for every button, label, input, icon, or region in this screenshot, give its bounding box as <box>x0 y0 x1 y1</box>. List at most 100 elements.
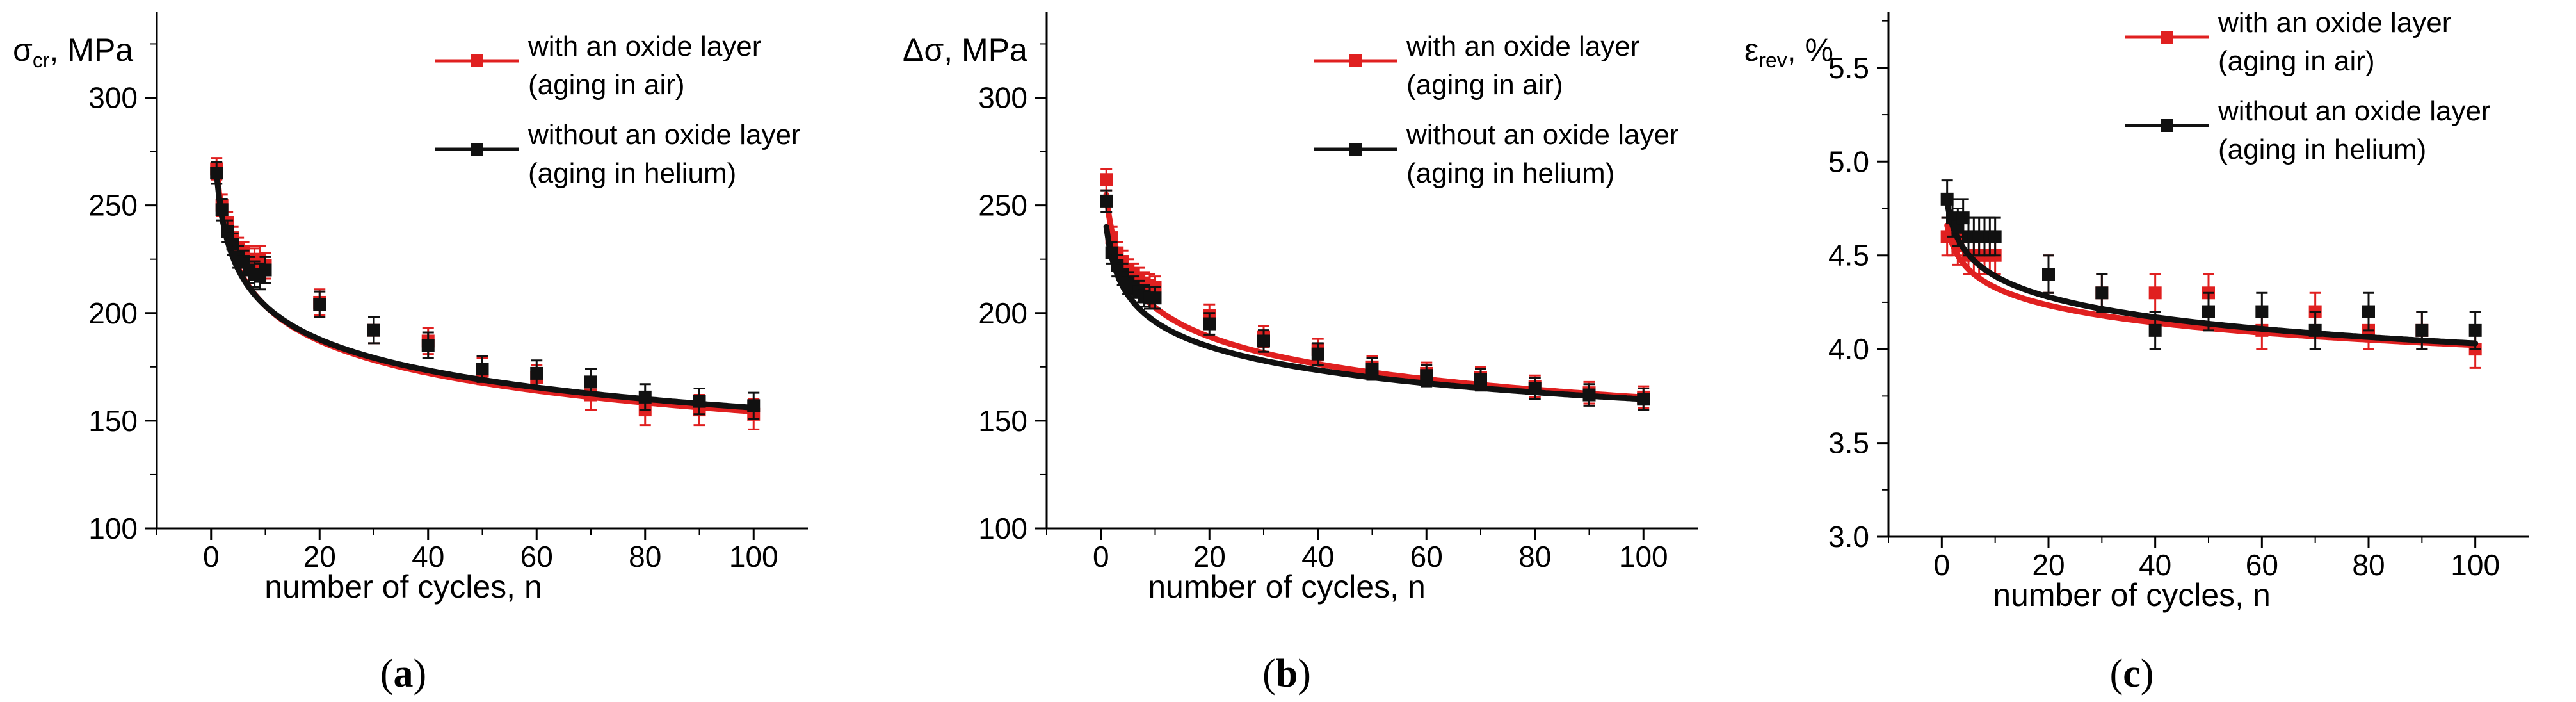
legend-label-sub: (aging in helium) <box>528 158 736 189</box>
data-point <box>530 366 543 380</box>
y-tick-label: 4.5 <box>1828 239 1869 272</box>
data-point <box>221 224 234 238</box>
y-tick-label: 3.0 <box>1828 520 1869 553</box>
legend-label-sub: (aging in helium) <box>2218 134 2426 165</box>
fit-curve <box>1944 200 2479 347</box>
x-tick-label: 100 <box>729 540 778 573</box>
series-helium <box>1940 179 2482 350</box>
x-tick-label: 60 <box>2246 548 2278 582</box>
fit-curve <box>213 170 757 411</box>
data-point <box>638 390 652 404</box>
legend-label-sub: (aging in air) <box>1406 69 1563 101</box>
legend-marker <box>1349 143 1362 156</box>
data-point <box>1637 393 1650 406</box>
y-axis-label: εrev, % <box>1744 32 1833 72</box>
data-point <box>421 339 435 352</box>
chart-panel-b: 0 20 40 60 80 100 100 150 200 250 300 number of cyc… <box>903 12 1698 696</box>
data-point <box>2042 268 2055 281</box>
data-point <box>1582 388 1596 402</box>
data-point <box>584 375 597 389</box>
chart-panel-a: 0 20 40 60 80 100 100 150 200 250 300 number of cyc… <box>13 12 808 696</box>
data-point <box>476 363 489 376</box>
legend-marker <box>471 54 483 67</box>
legend-label: without an oxide layer <box>2218 95 2491 127</box>
data-point <box>1365 363 1379 376</box>
x-tick-label: 100 <box>2451 548 2500 582</box>
legend-label-sub: (aging in helium) <box>1406 158 1614 189</box>
data-point <box>1311 347 1324 361</box>
data-point <box>1474 373 1487 386</box>
data-point <box>2148 323 2162 337</box>
y-tick-label: 3.5 <box>1828 427 1869 460</box>
data-point <box>2308 323 2322 337</box>
x-tick-label: 0 <box>1934 548 1951 582</box>
legend-marker <box>2161 31 2173 44</box>
data-point <box>313 298 326 311</box>
legend-label: without an oxide layer <box>527 119 801 151</box>
legend-marker <box>471 143 483 156</box>
y-tick-label: 300 <box>88 81 138 115</box>
data-point <box>2255 305 2269 318</box>
y-tick-label: 150 <box>88 404 138 437</box>
x-axis-label: number of cycles, n <box>1148 569 1426 605</box>
y-axis-label: σcr, MPa <box>13 32 133 72</box>
legend-label: with an oxide layer <box>2218 7 2451 38</box>
panel-label: (c) <box>2110 652 2154 696</box>
x-tick-label: 80 <box>629 540 661 573</box>
data-point <box>1148 291 1162 305</box>
legend-marker <box>2161 119 2173 132</box>
x-tick-label: 60 <box>520 540 553 573</box>
data-point <box>1105 246 1118 259</box>
x-tick-label: 40 <box>412 540 444 573</box>
chart-panel-c: 0 20 40 60 80 100 3.0 3.5 4.0 4.5 5.0 5.5 number of … <box>1744 7 2529 696</box>
data-point <box>210 167 223 180</box>
series-air <box>210 157 761 430</box>
x-tick-label: 80 <box>1518 540 1551 573</box>
legend-entry-helium: without an oxide layer (aging in helium) <box>435 119 801 189</box>
x-tick-label: 20 <box>303 540 336 573</box>
data-point <box>747 399 761 412</box>
y-tick-label: 100 <box>978 512 1027 545</box>
y-tick-label: 200 <box>978 297 1027 330</box>
y-tick-label: 250 <box>978 189 1027 222</box>
x-tick-label: 40 <box>1301 540 1334 573</box>
y-tick-label: 5.0 <box>1828 145 1869 178</box>
legend-marker <box>1349 54 1362 67</box>
y-tick-label: 300 <box>978 81 1027 115</box>
x-tick-label: 20 <box>1193 540 1226 573</box>
y-tick-label: 100 <box>88 512 138 545</box>
data-point <box>2415 323 2429 337</box>
legend-label-sub: (aging in air) <box>2218 45 2375 77</box>
panel-label: (a) <box>380 652 426 696</box>
data-point <box>1100 194 1113 208</box>
x-tick-label: 0 <box>203 540 220 573</box>
panel-label: (b) <box>1262 652 1311 696</box>
legend-label: with an oxide layer <box>527 31 761 62</box>
y-tick-label: 4.0 <box>1828 332 1869 366</box>
y-tick-label: 150 <box>978 404 1027 437</box>
x-tick-label: 40 <box>2139 548 2171 582</box>
data-point <box>693 395 706 408</box>
data-point <box>367 323 380 337</box>
data-point <box>215 203 229 216</box>
y-tick-label: 5.5 <box>1828 51 1869 85</box>
x-axis-label: number of cycles, n <box>1993 577 2271 613</box>
legend-entry-air: with an oxide layer (aging in air) <box>1314 31 1639 101</box>
data-point <box>1100 173 1113 186</box>
data-point <box>1528 382 1542 395</box>
series-helium <box>1100 189 1650 411</box>
x-tick-label: 100 <box>1619 540 1668 573</box>
x-tick-label: 0 <box>1093 540 1109 573</box>
data-point <box>2362 305 2375 318</box>
y-tick-label: 200 <box>88 297 138 330</box>
data-point <box>2095 286 2109 300</box>
x-tick-label: 80 <box>2352 548 2385 582</box>
data-point <box>226 238 239 251</box>
legend-entry-helium: without an oxide layer (aging in helium) <box>2125 95 2491 165</box>
legend-entry-helium: without an oxide layer (aging in helium) <box>1314 119 1679 189</box>
data-point <box>2148 286 2162 300</box>
data-point <box>2468 323 2482 337</box>
legend-label: with an oxide layer <box>1406 31 1639 62</box>
data-point <box>1203 317 1216 331</box>
